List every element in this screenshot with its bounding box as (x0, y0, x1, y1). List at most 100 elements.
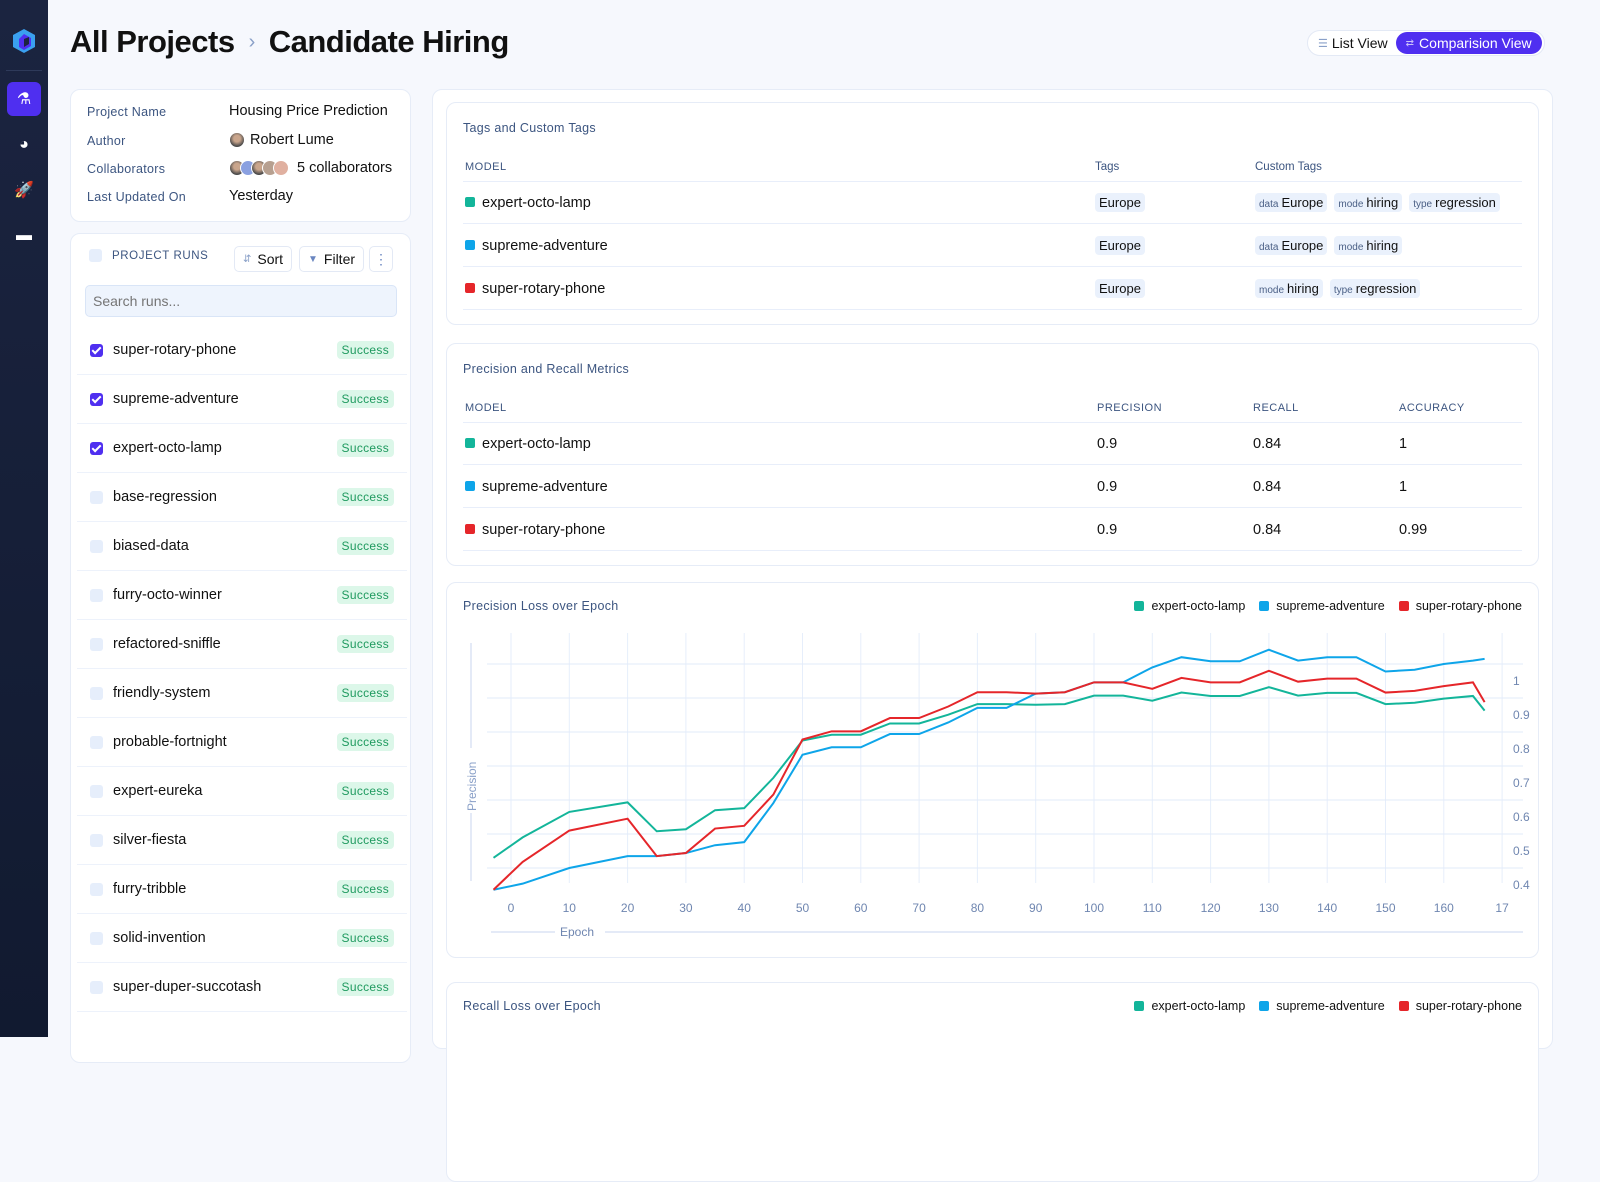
select-all-checkbox[interactable] (89, 249, 102, 262)
run-row[interactable]: furry-octo-winner Success (77, 571, 407, 620)
legend-item[interactable]: expert-octo-lamp (1134, 599, 1245, 613)
custom-tag-key: mode (1259, 285, 1285, 296)
status-badge: Success (336, 684, 394, 702)
custom-tag: mode hiring (1255, 279, 1323, 298)
legend-item[interactable]: super-rotary-phone (1398, 599, 1522, 613)
run-row[interactable]: super-rotary-phone Success (77, 326, 407, 375)
x-tick-label: 100 (1084, 901, 1104, 915)
run-checkbox[interactable] (90, 735, 103, 749)
status-badge: Success (336, 782, 394, 800)
run-checkbox[interactable] (90, 343, 103, 357)
legend-label: supreme-adventure (1276, 599, 1385, 613)
rocket-icon[interactable]: 🚀 (14, 182, 34, 199)
author-name: Robert Lume (250, 132, 334, 148)
x-tick-label: 150 (1375, 901, 1395, 915)
custom-tag-key: mode (1338, 242, 1364, 253)
app-logo[interactable] (11, 28, 37, 54)
run-row[interactable]: base-regression Success (77, 473, 407, 522)
y-tick-label: 0.4 (1513, 878, 1530, 892)
recall-chart-card: Recall Loss over Epoch expert-octo-lamp s… (446, 982, 1539, 1182)
compare-icon: ⇄ (1405, 37, 1415, 49)
run-row[interactable]: super-duper-succotash Success (77, 963, 407, 1012)
y-tick-label: 0.9 (1513, 708, 1530, 722)
tag: Europe (1095, 193, 1145, 212)
run-row[interactable]: expert-octo-lamp Success (77, 424, 407, 473)
run-row[interactable]: solid-invention Success (77, 914, 407, 963)
legend-item[interactable]: supreme-adventure (1259, 599, 1385, 613)
run-checkbox[interactable] (90, 392, 103, 406)
run-checkbox[interactable] (90, 441, 103, 455)
run-row[interactable]: expert-eureka Success (77, 767, 407, 816)
run-checkbox[interactable] (90, 882, 103, 896)
legend-item[interactable]: super-rotary-phone (1398, 999, 1522, 1013)
run-row[interactable]: silver-fiesta Success (77, 816, 407, 865)
comparison-view-label: Comparision View (1419, 35, 1532, 51)
project-name-value: Housing Price Prediction (229, 103, 388, 119)
x-axis-label: Epoch (560, 925, 594, 939)
run-row[interactable]: supreme-adventure Success (77, 375, 407, 424)
run-checkbox[interactable] (90, 686, 103, 700)
y-axis-label: Precision (465, 762, 479, 811)
search-runs-input[interactable] (85, 285, 397, 317)
run-row[interactable]: probable-fortnight Success (77, 718, 407, 767)
list-view-button[interactable]: ☰ List View (1318, 35, 1388, 51)
experiments-flask-icon[interactable]: ⚗ (7, 82, 41, 116)
recall-value: 0.84 (1253, 436, 1282, 452)
runs-title: PROJECT RUNS (112, 249, 209, 262)
model-cell: supreme-adventure (465, 479, 608, 495)
run-checkbox[interactable] (90, 980, 103, 994)
legend-label: supreme-adventure (1276, 999, 1385, 1013)
legend-item[interactable]: expert-octo-lamp (1134, 999, 1245, 1013)
run-name: refactored-sniffle (113, 636, 221, 652)
custom-tag: mode hiring (1334, 193, 1403, 212)
color-swatch (465, 197, 475, 207)
tags-header-custom: Custom Tags (1255, 161, 1322, 173)
custom-tags: mode hiring type regression (1255, 279, 1427, 298)
run-checkbox[interactable] (90, 539, 103, 553)
run-row[interactable]: biased-data Success (77, 522, 407, 571)
run-checkbox[interactable] (90, 833, 103, 847)
legend-swatch (1398, 1001, 1409, 1011)
collaborators-value[interactable]: 5 collaborators (229, 160, 392, 176)
custom-tag-value: regression (1355, 281, 1417, 296)
filter-label: Filter (323, 251, 356, 267)
run-name: biased-data (113, 538, 189, 554)
author-label: Author (87, 134, 126, 148)
window-icon[interactable]: ▬ (16, 227, 32, 244)
filter-button[interactable]: ▼ Filter (299, 246, 365, 272)
tags-header-tags: Tags (1095, 161, 1120, 173)
accuracy-value: 1 (1399, 479, 1408, 495)
table-row: supreme-adventure 0.9 0.84 1 (463, 466, 1522, 508)
view-toggle: ☰ List View ⇄ Comparision View (1307, 30, 1545, 56)
x-tick-label: 40 (738, 901, 752, 915)
run-row[interactable]: furry-tribble Success (77, 865, 407, 914)
project-info-card: Project Name Housing Price Prediction Au… (70, 89, 411, 222)
custom-tag-value: Europe (1281, 238, 1324, 253)
x-tick-label: 60 (854, 901, 868, 915)
sort-button[interactable]: ⇵ Sort (234, 246, 293, 272)
status-badge: Success (336, 831, 394, 849)
model-name: super-rotary-phone (482, 522, 606, 538)
sidebar: ⚗ ◕ 🚀 ▬ (0, 0, 48, 1037)
run-row[interactable]: friendly-system Success (77, 669, 407, 718)
more-options-button[interactable]: ⋮ (369, 246, 393, 272)
pie-chart-icon[interactable]: ◕ (19, 136, 29, 153)
last-updated-label: Last Updated On (87, 190, 187, 204)
comparison-view-button[interactable]: ⇄ Comparision View (1395, 32, 1542, 54)
run-checkbox[interactable] (90, 931, 103, 945)
metrics-header-accuracy: ACCURACY (1399, 402, 1465, 414)
breadcrumb: All Projects › Candidate Hiring (70, 24, 509, 60)
custom-tag-value: hiring (1366, 238, 1399, 253)
legend-item[interactable]: supreme-adventure (1259, 999, 1385, 1013)
sidebar-divider (6, 70, 42, 71)
table-row: supreme-adventure Europe data Europe mode hir… (463, 225, 1522, 267)
breadcrumb-all-projects[interactable]: All Projects (70, 24, 235, 59)
run-row[interactable]: refactored-sniffle Success (77, 620, 407, 669)
run-checkbox[interactable] (90, 784, 103, 798)
x-tick-label: 130 (1259, 901, 1279, 915)
run-checkbox[interactable] (90, 588, 103, 602)
divider (463, 181, 1522, 182)
run-checkbox[interactable] (90, 637, 103, 651)
precision-chart-card: Precision Loss over Epoch expert-octo-la… (446, 582, 1539, 958)
run-checkbox[interactable] (90, 490, 103, 504)
